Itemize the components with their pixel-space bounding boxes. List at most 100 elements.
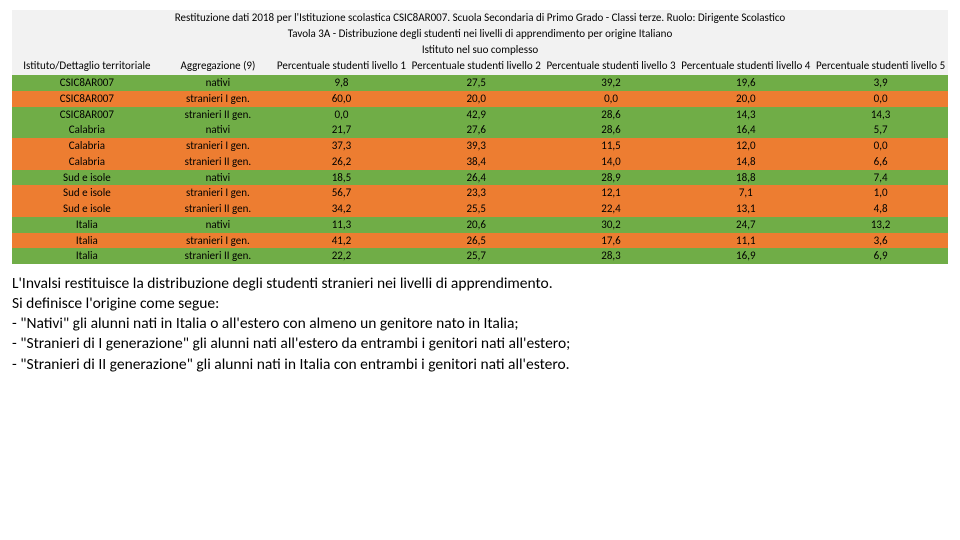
table-row: CSIC8AR007stranieri I gen.60,020,00,020,… (12, 91, 948, 107)
table-cell: 9,8 (274, 75, 409, 91)
table-cell: 23,3 (409, 185, 544, 201)
page: Restituzione dati 2018 per l'Istituzione… (0, 0, 960, 385)
table-row: Sud e isolestranieri I gen.56,723,312,17… (12, 185, 948, 201)
column-header: Percentuale studenti livello 5 (813, 57, 948, 75)
table-cell: 17,6 (544, 233, 679, 249)
table-cell: 60,0 (274, 91, 409, 107)
table-cell: 11,1 (678, 233, 813, 249)
table-cell: 28,6 (544, 122, 679, 138)
description-line: - "Nativi" gli alunni nati in Italia o a… (12, 314, 948, 334)
table-cell: stranieri II gen. (162, 201, 274, 217)
table-cell: 13,1 (678, 201, 813, 217)
table-cell: 18,8 (678, 170, 813, 186)
table-cell: nativi (162, 217, 274, 233)
table-cell: 20,0 (678, 91, 813, 107)
table-row: Italiastranieri II gen.22,225,728,316,96… (12, 248, 948, 264)
table-cell: 25,5 (409, 201, 544, 217)
table-cell: 22,2 (274, 248, 409, 264)
table-cell: 28,9 (544, 170, 679, 186)
table-cell: 4,8 (813, 201, 948, 217)
table-cell: 14,0 (544, 154, 679, 170)
table-cell: Calabria (12, 138, 162, 154)
table-cell: 14,3 (813, 107, 948, 123)
table-cell: stranieri I gen. (162, 138, 274, 154)
table-cell: 0,0 (544, 91, 679, 107)
table-row: Italiastranieri I gen.41,226,517,611,13,… (12, 233, 948, 249)
table-cell: 21,7 (274, 122, 409, 138)
table-cell: 30,2 (544, 217, 679, 233)
column-header: Percentuale studenti livello 3 (544, 57, 679, 75)
table-cell: 20,0 (409, 91, 544, 107)
table-cell: Italia (12, 248, 162, 264)
table-cell: 16,9 (678, 248, 813, 264)
table-row: Calabrianativi21,727,628,616,45,7 (12, 122, 948, 138)
table-title: Tavola 3A - Distribuzione degli studenti… (12, 26, 948, 42)
table-cell: stranieri II gen. (162, 154, 274, 170)
table-cell: 41,2 (274, 233, 409, 249)
table-cell: Calabria (12, 122, 162, 138)
table-cell: 7,4 (813, 170, 948, 186)
table-cell: CSIC8AR007 (12, 91, 162, 107)
table-cell: 26,4 (409, 170, 544, 186)
table-cell: 0,0 (813, 91, 948, 107)
table-cell: stranieri I gen. (162, 185, 274, 201)
table-cell: 16,4 (678, 122, 813, 138)
table-cell: stranieri II gen. (162, 248, 274, 264)
table-title-row: Istituto nel suo complesso (12, 42, 948, 58)
table-cell: 37,3 (274, 138, 409, 154)
table-cell: 26,2 (274, 154, 409, 170)
table-cell: 3,9 (813, 75, 948, 91)
table-cell: 12,1 (544, 185, 679, 201)
column-header: Istituto/Dettaglio territoriale (12, 57, 162, 75)
description-line: L'Invalsi restituisce la distribuzione d… (12, 274, 948, 294)
table-row: Italianativi11,320,630,224,713,2 (12, 217, 948, 233)
column-header: Percentuale studenti livello 4 (678, 57, 813, 75)
table-title-row: Restituzione dati 2018 per l'Istituzione… (12, 10, 948, 26)
table-cell: 39,3 (409, 138, 544, 154)
table-cell: CSIC8AR007 (12, 75, 162, 91)
table-cell: 6,6 (813, 154, 948, 170)
table-cell: 42,9 (409, 107, 544, 123)
table-cell: 11,3 (274, 217, 409, 233)
table-title: Restituzione dati 2018 per l'Istituzione… (12, 10, 948, 26)
table-cell: nativi (162, 75, 274, 91)
table-cell: 18,5 (274, 170, 409, 186)
table-cell: 0,0 (813, 138, 948, 154)
table-title-row: Tavola 3A - Distribuzione degli studenti… (12, 26, 948, 42)
column-header: Percentuale studenti livello 1 (274, 57, 409, 75)
description-line: - "Stranieri di I generazione" gli alunn… (12, 334, 948, 354)
table-cell: stranieri I gen. (162, 91, 274, 107)
table-title: Istituto nel suo complesso (12, 42, 948, 58)
column-header: Percentuale studenti livello 2 (409, 57, 544, 75)
table-cell: 20,6 (409, 217, 544, 233)
description-text: L'Invalsi restituisce la distribuzione d… (12, 274, 948, 375)
table-cell: 27,6 (409, 122, 544, 138)
table-cell: Sud e isole (12, 201, 162, 217)
table-cell: nativi (162, 122, 274, 138)
table-cell: 38,4 (409, 154, 544, 170)
table-cell: 6,9 (813, 248, 948, 264)
table-cell: 13,2 (813, 217, 948, 233)
column-header-row: Istituto/Dettaglio territorialeAggregazi… (12, 57, 948, 75)
table-cell: Sud e isole (12, 170, 162, 186)
table-cell: 14,3 (678, 107, 813, 123)
data-table: Restituzione dati 2018 per l'Istituzione… (12, 10, 948, 264)
column-header: Aggregazione (9) (162, 57, 274, 75)
description-line: - "Stranieri di II generazione" gli alun… (12, 355, 948, 375)
table-cell: Calabria (12, 154, 162, 170)
table-cell: 0,0 (274, 107, 409, 123)
table-cell: 22,4 (544, 201, 679, 217)
table-cell: 5,7 (813, 122, 948, 138)
table-cell: 14,8 (678, 154, 813, 170)
description-line: Si definisce l'origine come segue: (12, 294, 948, 314)
table-cell: 28,6 (544, 107, 679, 123)
table-cell: Italia (12, 233, 162, 249)
table-cell: stranieri I gen. (162, 233, 274, 249)
table-cell: 27,5 (409, 75, 544, 91)
table-row: CSIC8AR007nativi9,827,539,219,63,9 (12, 75, 948, 91)
table-cell: 39,2 (544, 75, 679, 91)
table-cell: 1,0 (813, 185, 948, 201)
table-cell: 3,6 (813, 233, 948, 249)
table-cell: Sud e isole (12, 185, 162, 201)
table-row: Calabriastranieri II gen.26,238,414,014,… (12, 154, 948, 170)
